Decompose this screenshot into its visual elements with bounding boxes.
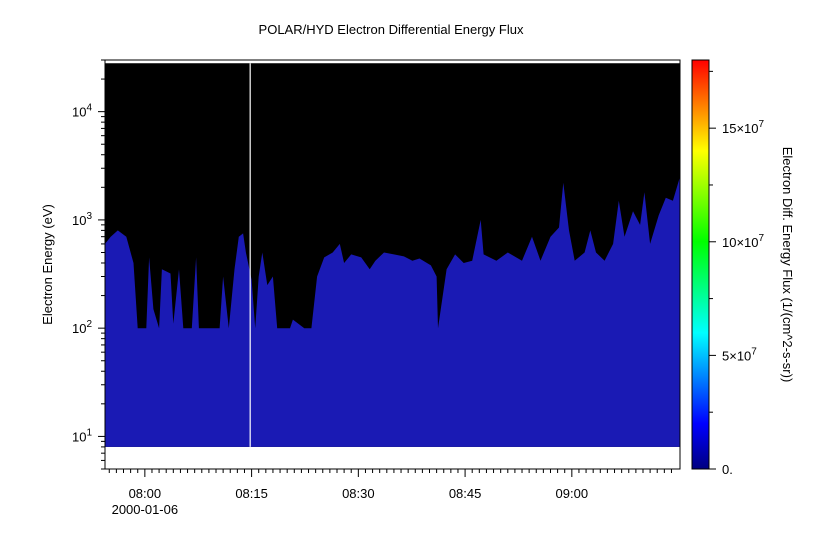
colorbar-tick-label: 10×107 [722,233,765,250]
colorbar [691,59,710,470]
colorbar-tick-label: 5×107 [722,346,757,363]
flux-fill [105,176,680,447]
colorbar-label: Electron Diff. Energy Flux (1/(cm^2-s-sr… [780,147,795,383]
x-axis: 08:00 08:15 08:30 08:45 09:00 [108,469,672,501]
x-tick-label: 09:00 [556,486,589,501]
x-tick-label: 08:30 [342,486,375,501]
x-tick-label: 08:00 [129,486,162,501]
chart-title: POLAR/HYD Electron Differential Energy F… [259,22,524,37]
x-tick-label: 08:15 [235,486,268,501]
plot-area [105,63,680,447]
colorbar-axis: 0. 5×107 10×107 15×107 [709,70,765,477]
y-tick-label: 103 [72,211,92,228]
x-tick-label: 08:45 [449,486,482,501]
x-date-label: 2000-01-06 [112,502,179,517]
plot-frame [104,59,681,470]
y-tick-label: 102 [72,319,92,336]
y-axis: 101 102 103 104 [72,59,105,470]
y-tick-label: 104 [72,103,92,120]
y-tick-label: 101 [72,427,92,444]
colorbar-tick-label: 0. [722,462,733,477]
y-axis-label: Electron Energy (eV) [40,204,55,325]
colorbar-tick-label: 15×107 [722,119,765,136]
